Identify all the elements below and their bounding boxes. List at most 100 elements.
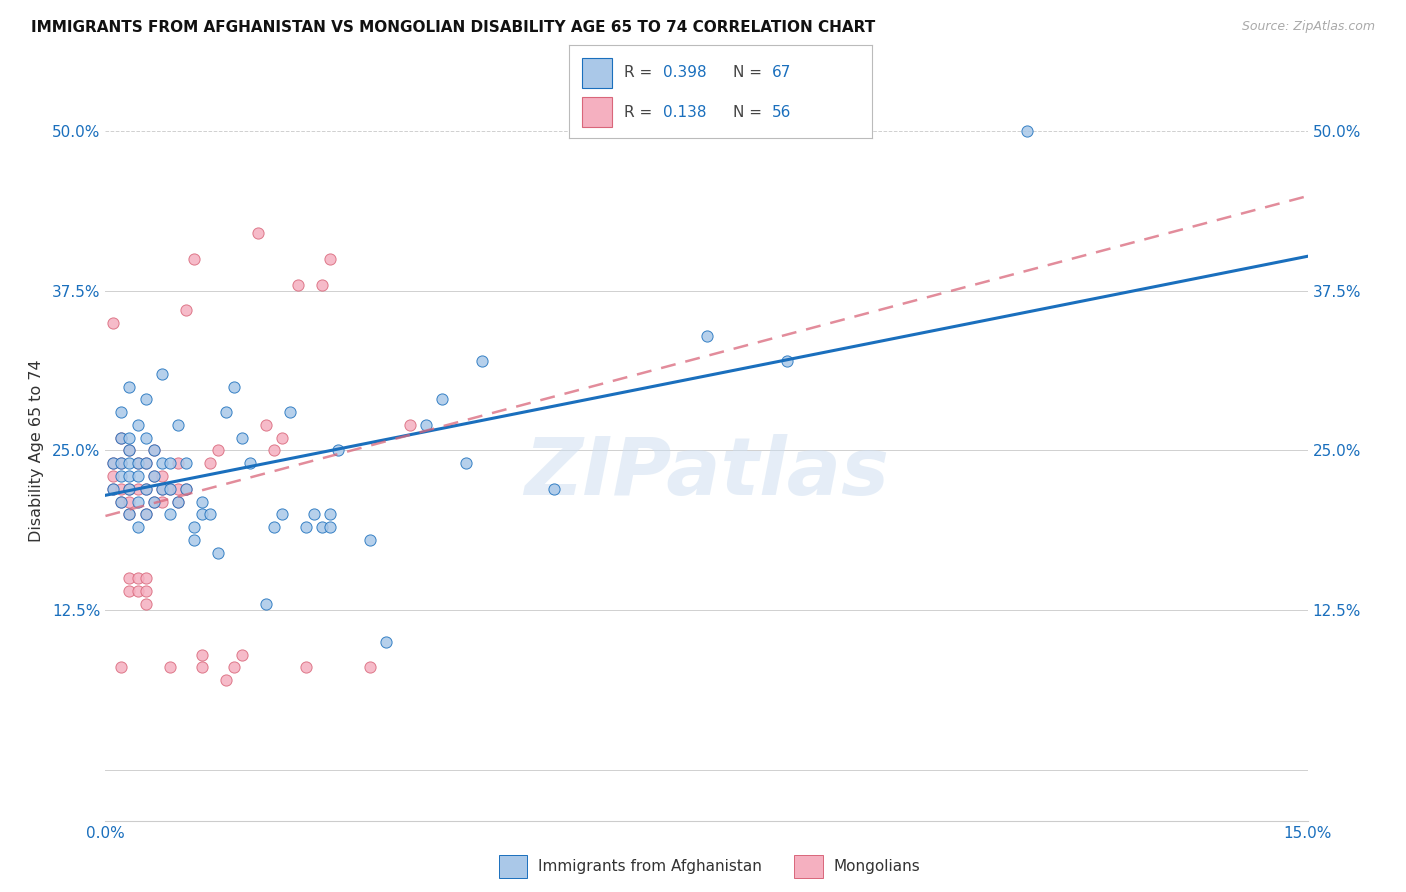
Point: [159, 508, 181, 522]
Point: [399, 417, 422, 432]
Point: [190, 660, 212, 674]
Point: [127, 417, 149, 432]
Point: [159, 482, 181, 496]
Point: [118, 456, 141, 470]
Point: [118, 508, 141, 522]
Bar: [582, 97, 612, 127]
Point: [270, 431, 292, 445]
Point: [222, 660, 245, 674]
Point: [430, 392, 453, 407]
Point: [319, 508, 342, 522]
Point: [150, 456, 173, 470]
Point: [110, 456, 132, 470]
Point: [776, 354, 799, 368]
Point: [110, 431, 132, 445]
Point: [110, 405, 132, 419]
Text: 0.398: 0.398: [664, 65, 707, 80]
Point: [118, 443, 141, 458]
Text: Source: ZipAtlas.com: Source: ZipAtlas.com: [1241, 20, 1375, 33]
Text: Immigrants from Afghanistan: Immigrants from Afghanistan: [538, 859, 762, 874]
Point: [543, 482, 565, 496]
Point: [295, 660, 318, 674]
Point: [174, 482, 197, 496]
Point: [214, 673, 236, 688]
Text: IMMIGRANTS FROM AFGHANISTAN VS MONGOLIAN DISABILITY AGE 65 TO 74 CORRELATION CHA: IMMIGRANTS FROM AFGHANISTAN VS MONGOLIAN…: [31, 20, 875, 35]
Point: [127, 520, 149, 534]
Point: [239, 456, 262, 470]
Point: [150, 482, 173, 496]
Point: [302, 508, 325, 522]
Point: [311, 520, 333, 534]
Point: [471, 354, 494, 368]
Point: [110, 660, 132, 674]
Point: [142, 494, 165, 508]
Point: [183, 533, 205, 547]
Point: [198, 508, 221, 522]
Point: [319, 520, 342, 534]
Point: [135, 482, 157, 496]
Point: [454, 456, 477, 470]
Point: [118, 469, 141, 483]
Point: [183, 520, 205, 534]
Point: [295, 520, 318, 534]
Point: [311, 277, 333, 292]
Point: [207, 545, 229, 559]
Text: R =: R =: [624, 104, 657, 120]
Point: [190, 508, 212, 522]
Point: [174, 456, 197, 470]
Point: [183, 252, 205, 266]
Point: [142, 494, 165, 508]
Point: [127, 469, 149, 483]
Point: [142, 443, 165, 458]
Bar: [582, 58, 612, 87]
Point: [174, 482, 197, 496]
Point: [135, 597, 157, 611]
Point: [118, 508, 141, 522]
Point: [103, 456, 125, 470]
Point: [127, 571, 149, 585]
Point: [103, 482, 125, 496]
Point: [263, 520, 285, 534]
Point: [110, 431, 132, 445]
Point: [110, 469, 132, 483]
Point: [415, 417, 437, 432]
Point: [150, 469, 173, 483]
Point: [142, 469, 165, 483]
Point: [118, 482, 141, 496]
Point: [166, 494, 188, 508]
Point: [214, 405, 236, 419]
Point: [190, 648, 212, 662]
Point: [231, 431, 253, 445]
Point: [246, 227, 269, 241]
Point: [103, 456, 125, 470]
Point: [135, 508, 157, 522]
Point: [166, 456, 188, 470]
Point: [150, 482, 173, 496]
Y-axis label: Disability Age 65 to 74: Disability Age 65 to 74: [28, 359, 44, 541]
Point: [135, 482, 157, 496]
Point: [103, 316, 125, 330]
Point: [118, 494, 141, 508]
Point: [159, 482, 181, 496]
Point: [270, 508, 292, 522]
Point: [118, 443, 141, 458]
Point: [110, 482, 132, 496]
Point: [1017, 124, 1039, 138]
Point: [150, 494, 173, 508]
Point: [359, 660, 381, 674]
Point: [278, 405, 301, 419]
Text: 67: 67: [772, 65, 792, 80]
Point: [135, 456, 157, 470]
Point: [110, 494, 132, 508]
Point: [159, 456, 181, 470]
Point: [150, 367, 173, 381]
Point: [142, 469, 165, 483]
Point: [159, 660, 181, 674]
Point: [118, 571, 141, 585]
Point: [135, 508, 157, 522]
Point: [319, 252, 342, 266]
Text: N =: N =: [733, 65, 766, 80]
Point: [135, 571, 157, 585]
Point: [127, 583, 149, 598]
Point: [127, 456, 149, 470]
